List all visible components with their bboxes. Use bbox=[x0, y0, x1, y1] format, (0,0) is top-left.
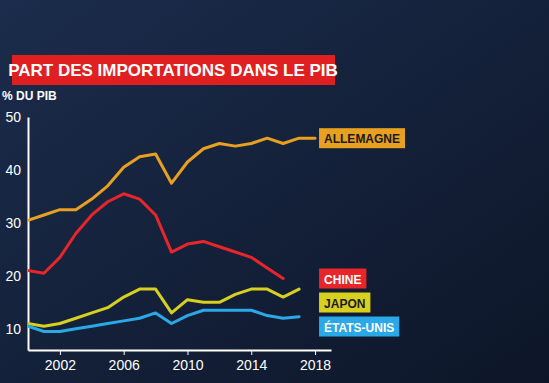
y-axis: 10 20 30 40 50 bbox=[5, 109, 28, 351]
legend-label: ÉTATS-UNIS bbox=[324, 320, 394, 335]
y-tick: 30 bbox=[5, 215, 28, 231]
y-tick: 50 bbox=[5, 109, 28, 125]
y-tick-label: 50 bbox=[5, 109, 21, 125]
legend-item: CHINE bbox=[319, 269, 366, 289]
x-tick: 2014 bbox=[236, 350, 267, 373]
legend-box bbox=[319, 269, 366, 289]
x-tick-mark bbox=[187, 350, 188, 355]
x-tick-label: 2002 bbox=[45, 357, 76, 373]
x-tick-label: 2010 bbox=[172, 357, 203, 373]
legend-box bbox=[319, 128, 405, 148]
chart: PART DES IMPORTATIONS DANS LE PIB % DU PI… bbox=[0, 0, 549, 383]
y-tick-label: 20 bbox=[5, 268, 21, 284]
title: PART DES IMPORTATIONS DANS LE PIB bbox=[8, 61, 338, 80]
x-tick-mark bbox=[315, 350, 316, 355]
legend-item: ÉTATS-UNIS bbox=[319, 317, 399, 337]
title-banner: PART DES IMPORTATIONS DANS LE PIB bbox=[8, 55, 338, 85]
legend-box bbox=[319, 293, 370, 313]
y-tick: 20 bbox=[5, 268, 28, 284]
legend: ALLEMAGNE CHINE JAPON ÉTATS-UNIS bbox=[319, 128, 405, 336]
y-tick: 40 bbox=[5, 162, 28, 178]
series-line bbox=[28, 194, 283, 279]
series-line bbox=[28, 310, 299, 331]
x-tick-mark bbox=[60, 350, 61, 355]
y-tick-label: 30 bbox=[5, 215, 21, 231]
axis-line bbox=[29, 350, 332, 352]
y-tick: 10 bbox=[5, 321, 28, 337]
legend-item: ALLEMAGNE bbox=[319, 128, 405, 148]
axis-line bbox=[28, 118, 30, 351]
x-tick-label: 2018 bbox=[300, 357, 331, 373]
y-tick-label: 40 bbox=[5, 162, 21, 178]
legend-box bbox=[319, 317, 399, 337]
x-tick-label: 2014 bbox=[236, 357, 267, 373]
legend-label: JAPON bbox=[324, 297, 365, 311]
legend-label: CHINE bbox=[324, 273, 361, 287]
y-axis-title: % DU PIB bbox=[2, 89, 57, 103]
series-line bbox=[28, 138, 315, 220]
x-tick-mark bbox=[251, 350, 252, 355]
lines bbox=[28, 138, 315, 331]
x-tick-mark bbox=[124, 350, 125, 355]
x-tick: 2018 bbox=[300, 350, 331, 373]
x-tick: 2010 bbox=[172, 350, 203, 373]
background bbox=[0, 0, 549, 383]
legend-label: ALLEMAGNE bbox=[324, 132, 400, 146]
series-line bbox=[28, 289, 299, 326]
x-axis: 2002 2006 2010 2014 2018 bbox=[29, 350, 332, 373]
legend-item: JAPON bbox=[319, 293, 370, 313]
y-tick-label: 10 bbox=[5, 321, 21, 337]
x-tick-label: 2006 bbox=[109, 357, 140, 373]
x-tick: 2006 bbox=[109, 350, 140, 373]
x-tick: 2002 bbox=[45, 350, 76, 373]
